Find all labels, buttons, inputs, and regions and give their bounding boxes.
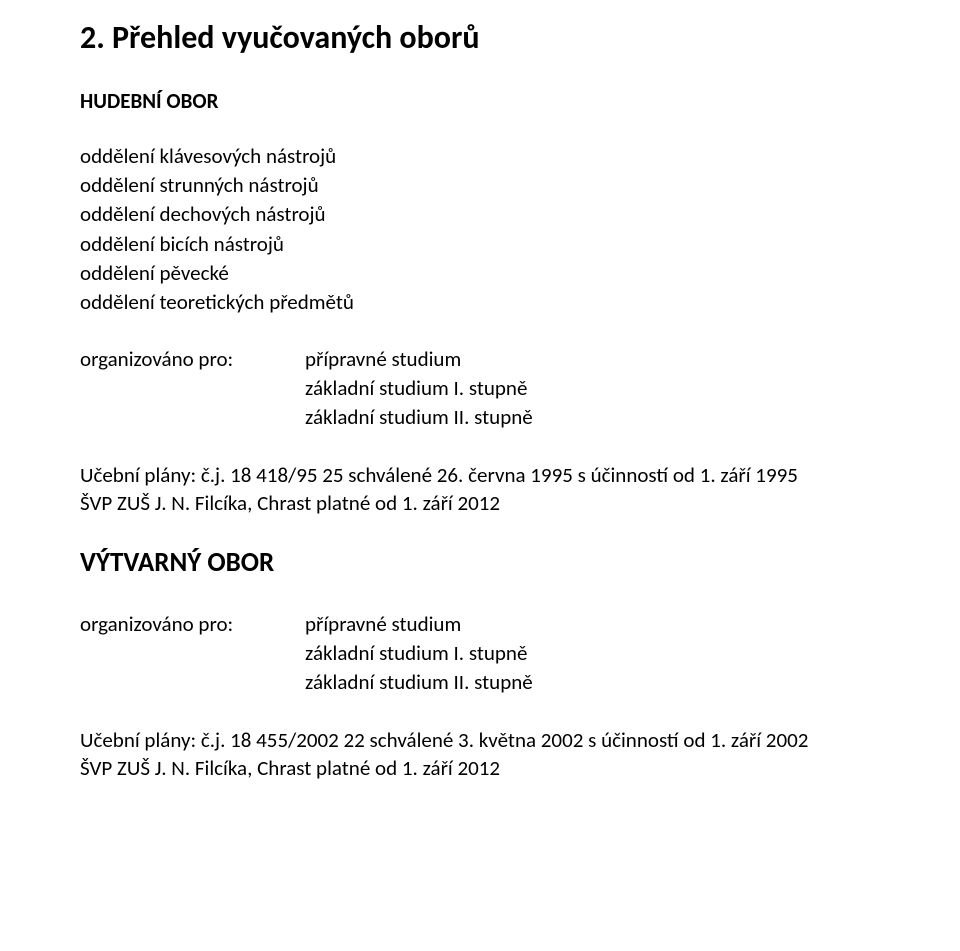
list-item: oddělení dechových nástrojů [80, 200, 880, 228]
plans-line: ŠVP ZUŠ J. N. Filcíka, Chrast platné od … [80, 489, 880, 517]
plans-line: Učební plány: č.j. 18 418/95 25 schválen… [80, 461, 880, 489]
plans-line: Učební plány: č.j. 18 455/2002 22 schvál… [80, 726, 880, 754]
organized-values: přípravné studium základní studium I. st… [305, 610, 533, 698]
organized-label: organizováno pro: [80, 610, 305, 698]
list-item: základní studium II. stupně [305, 668, 533, 696]
document-page: 2. Přehled vyučovaných oborů HUDEBNÍ OBO… [0, 0, 960, 951]
organized-values: přípravné studium základní studium I. st… [305, 345, 533, 433]
organized-block: organizováno pro: přípravné studium zákl… [80, 345, 880, 433]
page-heading: 2. Přehled vyučovaných oborů [80, 16, 880, 59]
list-item: základní studium II. stupně [305, 403, 533, 431]
list-item: přípravné studium [305, 610, 533, 638]
list-item: přípravné studium [305, 345, 533, 373]
organized-label: organizováno pro: [80, 345, 305, 433]
section-title-vytvarny: VÝTVARNÝ OBOR [80, 545, 880, 581]
list-item: oddělení bicích nástrojů [80, 230, 880, 258]
list-item: základní studium I. stupně [305, 374, 533, 402]
plans-paragraph: Učební plány: č.j. 18 455/2002 22 schvál… [80, 726, 880, 783]
plans-line: ŠVP ZUŠ J. N. Filcíka, Chrast platné od … [80, 754, 880, 782]
section-title-hudebni: HUDEBNÍ OBOR [80, 87, 880, 115]
department-list: oddělení klávesových nástrojů oddělení s… [80, 142, 880, 317]
list-item: oddělení teoretických předmětů [80, 288, 880, 316]
list-item: základní studium I. stupně [305, 639, 533, 667]
list-item: oddělení strunných nástrojů [80, 171, 880, 199]
list-item: oddělení pěvecké [80, 259, 880, 287]
list-item: oddělení klávesových nástrojů [80, 142, 880, 170]
organized-block: organizováno pro: přípravné studium zákl… [80, 610, 880, 698]
plans-paragraph: Učební plány: č.j. 18 418/95 25 schválen… [80, 461, 880, 518]
